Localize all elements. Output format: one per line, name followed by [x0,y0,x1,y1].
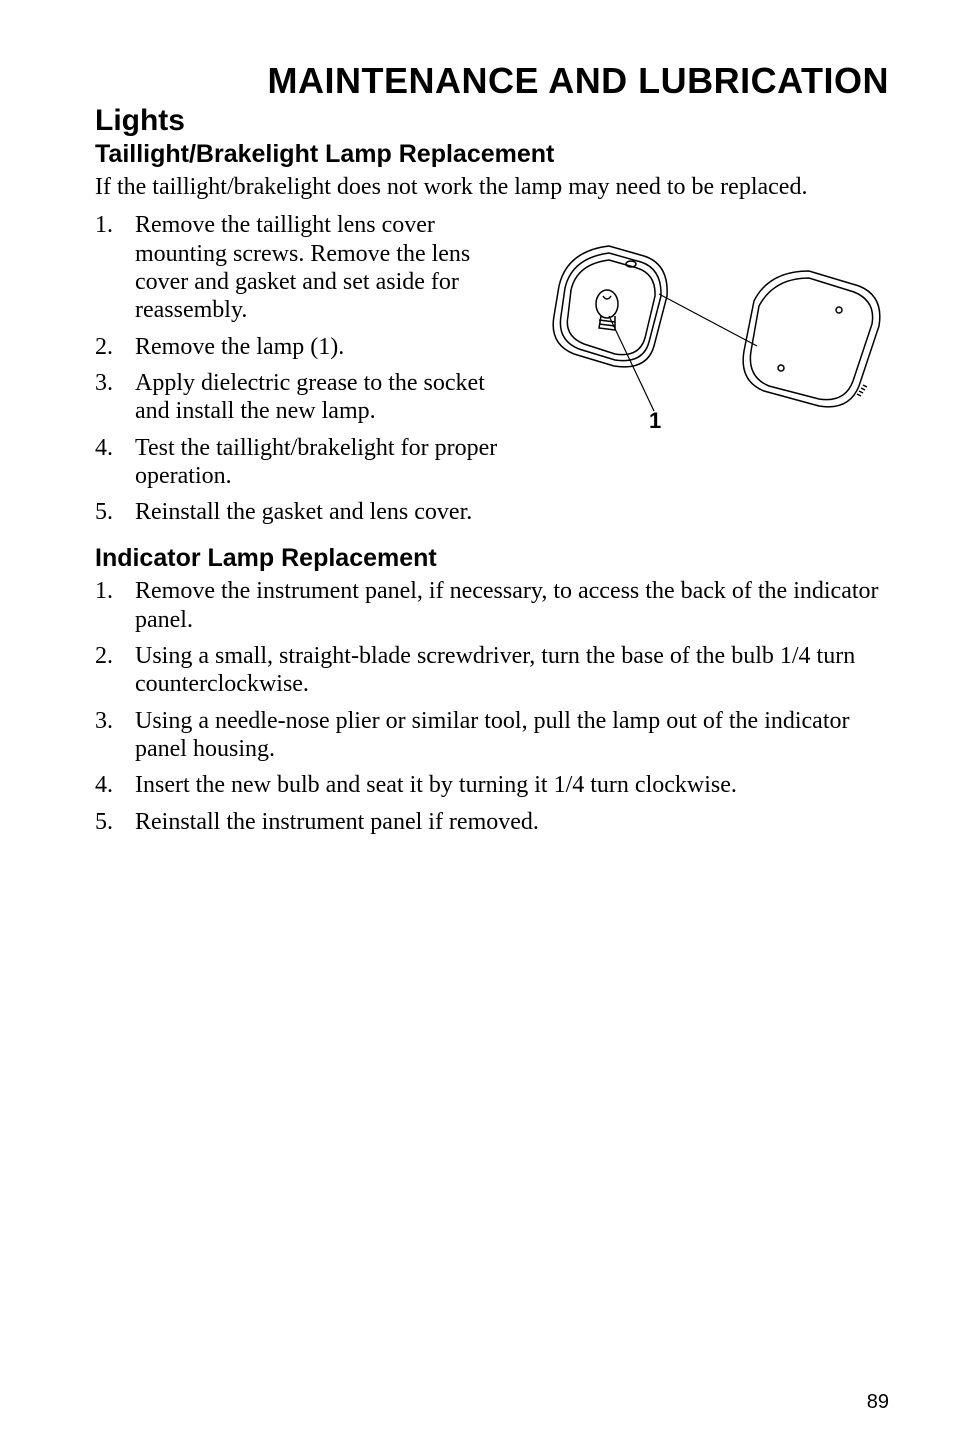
section-lights: Lights [95,104,889,138]
main-title: MAINTENANCE AND LUBRICATION [95,60,889,102]
list-item: Reinstall the instrument panel if remove… [95,808,889,836]
indicator-steps: Remove the instrument panel, if necessar… [95,577,889,836]
taillight-steps: Remove the taillight lens cover mounting… [95,211,889,526]
list-item: Reinstall the gasket and lens cover. [95,498,889,526]
list-item: Remove the lamp (1). [95,333,889,361]
list-item: Apply dielectric grease to the socket an… [95,369,889,426]
list-item: Using a small, straight-blade screwdrive… [95,642,889,699]
taillight-section: Taillight/Brakelight Lamp Replacement If… [95,140,889,534]
list-item: Insert the new bulb and seat it by turni… [95,771,889,799]
indicator-heading: Indicator Lamp Replacement [95,544,889,573]
list-item: Remove the instrument panel, if necessar… [95,577,889,634]
indicator-section: Indicator Lamp Replacement Remove the in… [95,544,889,836]
list-item: Using a needle-nose plier or similar too… [95,707,889,764]
taillight-heading: Taillight/Brakelight Lamp Replacement [95,140,889,169]
page-container: MAINTENANCE AND LUBRICATION Lights Taill… [0,0,954,1454]
list-item: Test the taillight/brakelight for proper… [95,434,889,491]
page-number: 89 [867,1391,889,1414]
taillight-intro: If the taillight/brakelight does not wor… [95,173,889,201]
list-item: Remove the taillight lens cover mounting… [95,211,889,324]
